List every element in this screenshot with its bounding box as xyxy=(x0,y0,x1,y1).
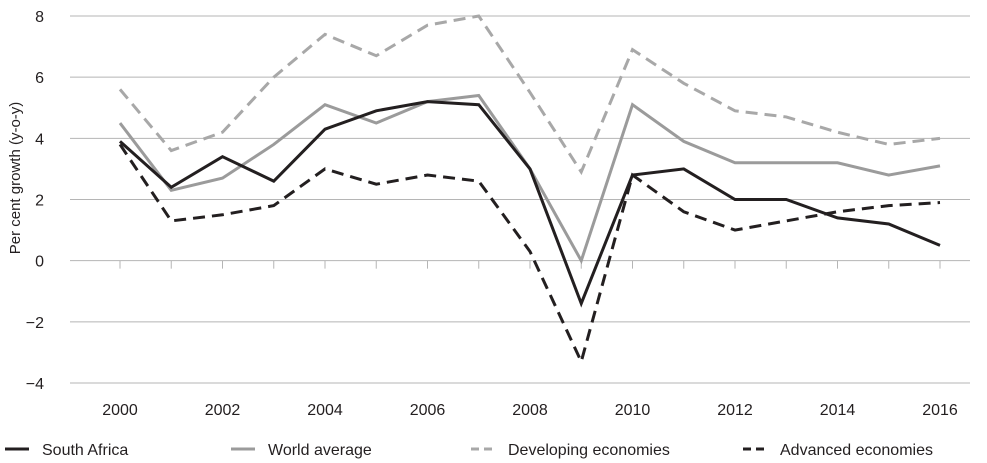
series-line-world-average xyxy=(118,93,941,265)
y-tick-label: 8 xyxy=(35,9,44,26)
y-tick-label: 0 xyxy=(35,254,44,271)
y-tick-label: 4 xyxy=(35,131,44,148)
y-axis-label: Per cent growth (y-o-y) xyxy=(7,102,24,255)
series-lines xyxy=(118,14,941,366)
x-tick-label: 2016 xyxy=(922,402,958,419)
x-tick-label: 2012 xyxy=(717,402,753,419)
series-line-developing-economies xyxy=(118,14,941,176)
legend-label-south-africa: South Africa xyxy=(42,442,128,459)
series-line-south-africa xyxy=(118,100,941,308)
x-tick-label: 2004 xyxy=(307,402,343,419)
series-line-advanced-economies xyxy=(118,143,941,366)
y-axis-ticks: 8 6 4 2 0 −2 −4 xyxy=(26,9,44,393)
y-tick-label: 2 xyxy=(35,193,44,210)
x-tick-label: 2002 xyxy=(205,402,241,419)
y-tick-label: −2 xyxy=(26,315,44,332)
x-tick-label: 2008 xyxy=(512,402,548,419)
x-tick-label: 2014 xyxy=(820,402,856,419)
x-axis-ticks: 2000 2002 2004 2006 2008 2010 2012 2014 2016 xyxy=(102,402,958,419)
x-tick-label: 2000 xyxy=(102,402,138,419)
legend: South Africa World average Developing econ… xyxy=(5,442,933,459)
y-tick-label: −4 xyxy=(26,376,44,393)
legend-label-advanced-economies: Advanced economies xyxy=(780,442,933,459)
gridlines xyxy=(70,15,970,384)
x-tick-label: 2006 xyxy=(410,402,446,419)
y-tick-label: 6 xyxy=(35,70,44,87)
x-tick-label: 2010 xyxy=(615,402,651,419)
legend-label-world-average: World average xyxy=(268,442,372,459)
legend-label-developing-economies: Developing economies xyxy=(508,442,670,459)
